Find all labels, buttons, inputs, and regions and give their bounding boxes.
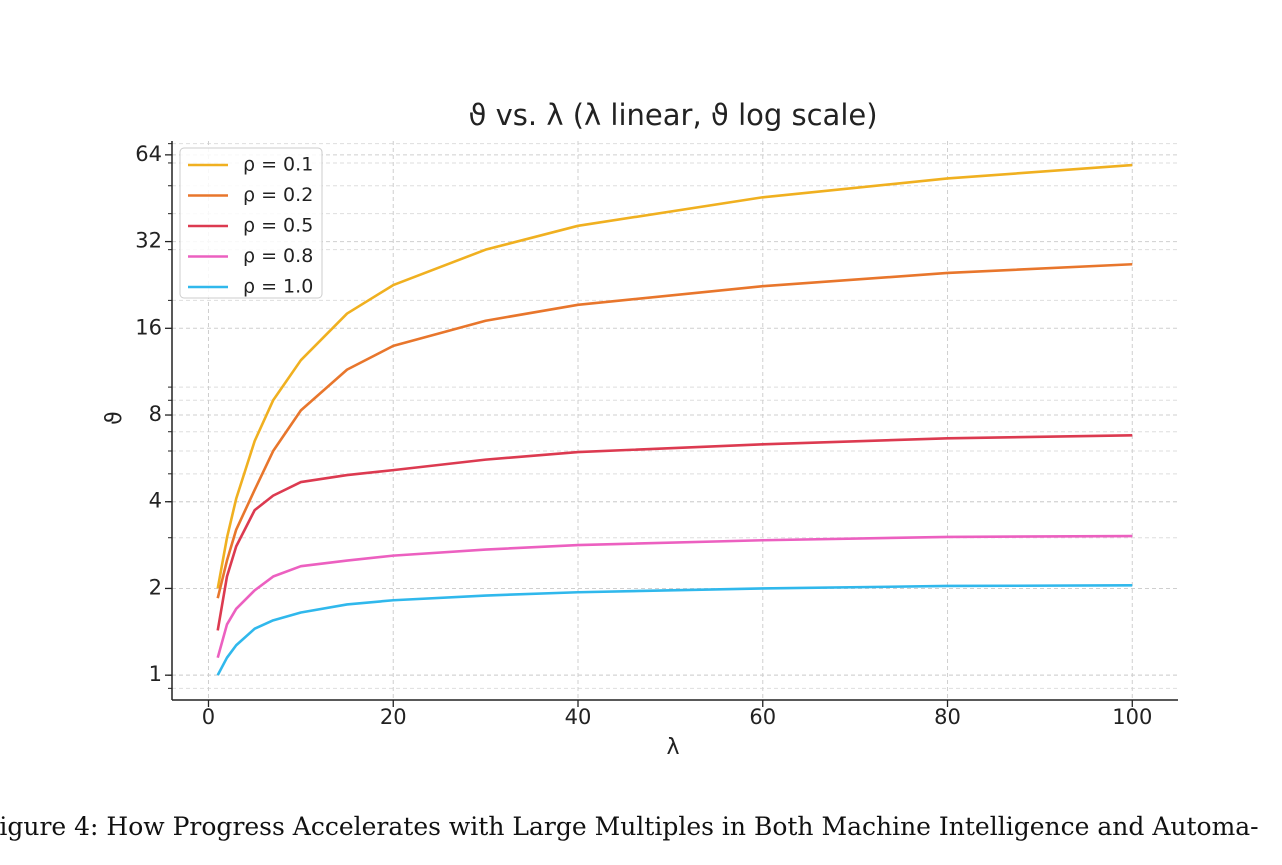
line-series [216,163,1133,589]
y-tick-label: 4 [149,489,162,513]
line-series [216,584,1133,676]
chart: ϑ vs. λ (λ linear, ϑ log scale) λ ϑ 1 2 4 8… [102,98,1178,760]
x-tick-label: 0 [202,705,215,729]
x-tick-label: 100 [1112,705,1152,729]
x-tick-label: 60 [749,705,776,729]
chart-title: ϑ vs. λ (λ linear, ϑ log scale) [468,98,877,132]
legend-label: ρ = 1.0 [243,276,313,298]
figure-caption: Figure 4: How Progress Accelerates with … [0,812,1259,841]
x-tick-label: 20 [380,705,407,729]
y-tick-label: 64 [135,142,162,166]
legend: ρ = 0.1 ρ = 0.2 ρ = 0.5 ρ = 0.8 ρ = 1.0 [179,147,323,299]
y-tick-label: 16 [135,315,162,339]
legend-box [179,147,323,299]
legend-label: ρ = 0.8 [243,245,313,267]
y-tick-label: 2 [149,575,162,599]
y-tick-label: 32 [135,229,162,253]
y-tick-label: 1 [149,662,162,686]
line-series [216,534,1133,659]
line-series [216,434,1133,631]
x-axis-label: λ [666,735,679,760]
legend-label: ρ = 0.5 [243,215,313,237]
legend-label: ρ = 0.2 [243,184,313,206]
x-tick-label: 80 [934,705,961,729]
x-tick-label: 40 [565,705,592,729]
y-axis-label: ϑ [102,411,127,425]
line-series [216,262,1133,599]
y-tick-label: 8 [149,402,162,426]
legend-label: ρ = 0.1 [243,154,313,176]
